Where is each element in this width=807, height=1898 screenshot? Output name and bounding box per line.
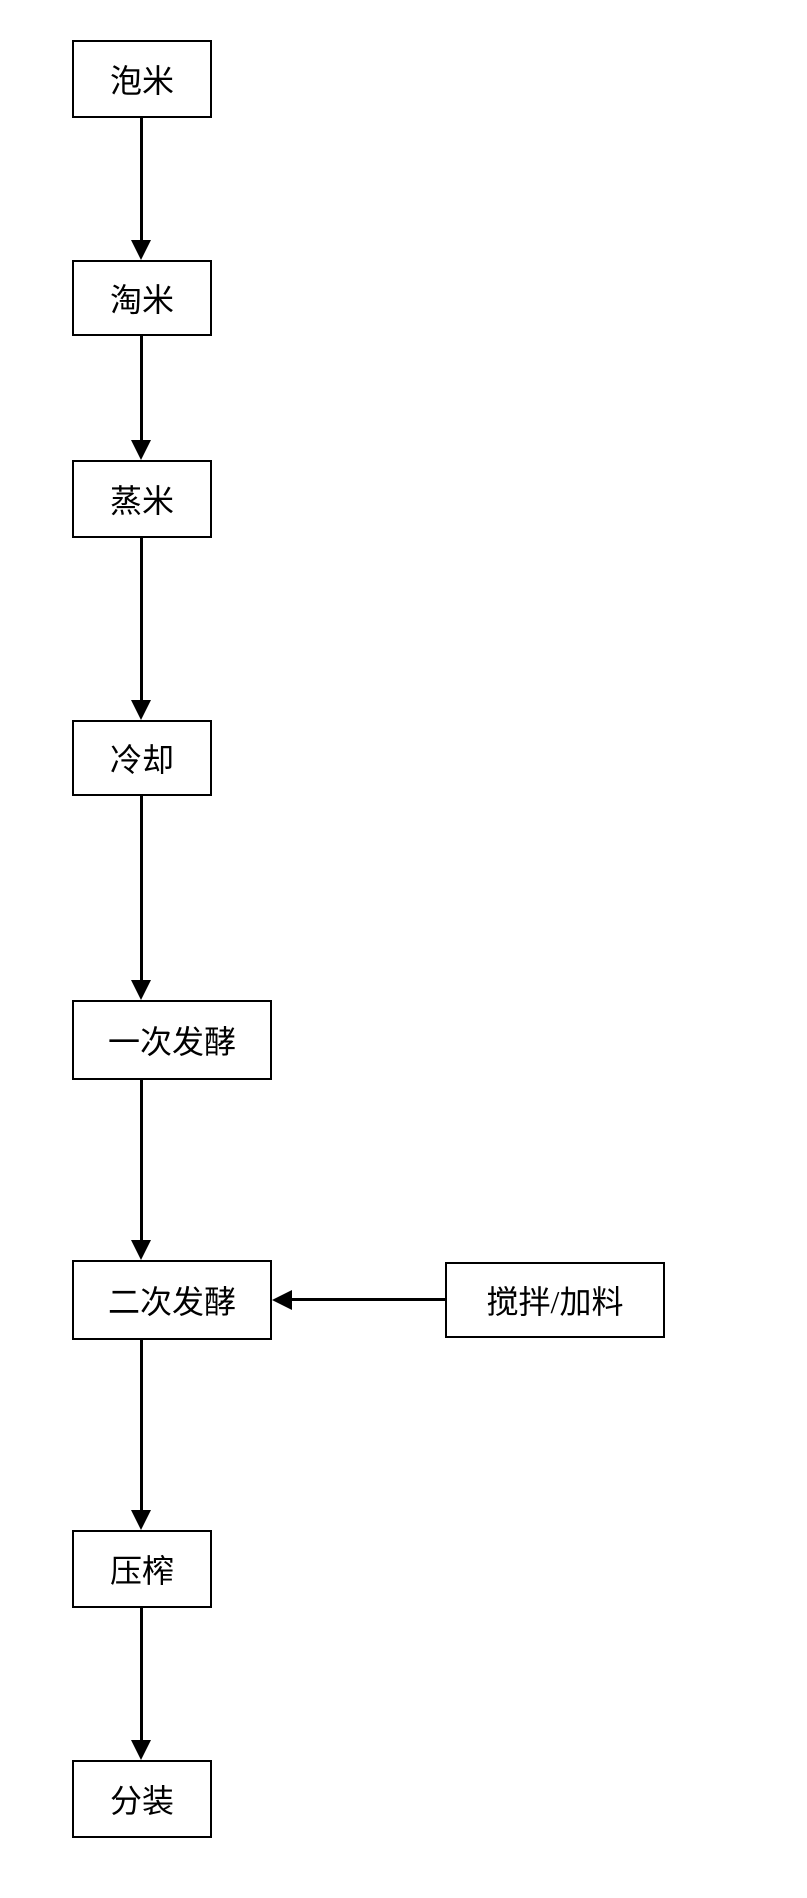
arrow-line [140,538,143,700]
arrow-head [272,1290,292,1310]
node-label: 冷却 [110,735,174,781]
node-label: 分装 [110,1776,174,1822]
arrow-line [140,796,143,980]
node-label: 二次发酵 [108,1277,236,1323]
arrow-head [131,980,151,1000]
flowchart-node-first-fermentation: 一次发酵 [72,1000,272,1080]
arrow-head [131,440,151,460]
node-label: 压榨 [110,1546,174,1592]
arrow-line [140,1608,143,1740]
node-label: 泡米 [110,56,174,102]
arrow-head [131,1740,151,1760]
arrow-line [292,1298,445,1301]
arrow-head [131,1240,151,1260]
arrow-line [140,118,143,240]
flowchart-node-steam-rice: 蒸米 [72,460,212,538]
arrow-head [131,1510,151,1530]
node-label: 一次发酵 [108,1017,236,1063]
flowchart-node-wash-rice: 淘米 [72,260,212,336]
arrow-head [131,240,151,260]
arrow-line [140,336,143,440]
flowchart-container: 泡米 淘米 蒸米 冷却 一次发酵 二次发酵 搅拌/加料 压榨 [0,0,807,1898]
flowchart-node-press: 压榨 [72,1530,212,1608]
arrow-line [140,1080,143,1240]
flowchart-node-packaging: 分装 [72,1760,212,1838]
flowchart-node-soak-rice: 泡米 [72,40,212,118]
node-label: 淘米 [110,275,174,321]
flowchart-node-cooling: 冷却 [72,720,212,796]
arrow-line [140,1340,143,1510]
flowchart-node-stir-add-material: 搅拌/加料 [445,1262,665,1338]
arrow-head [131,700,151,720]
node-label: 搅拌/加料 [487,1277,624,1323]
flowchart-node-second-fermentation: 二次发酵 [72,1260,272,1340]
node-label: 蒸米 [110,476,174,522]
